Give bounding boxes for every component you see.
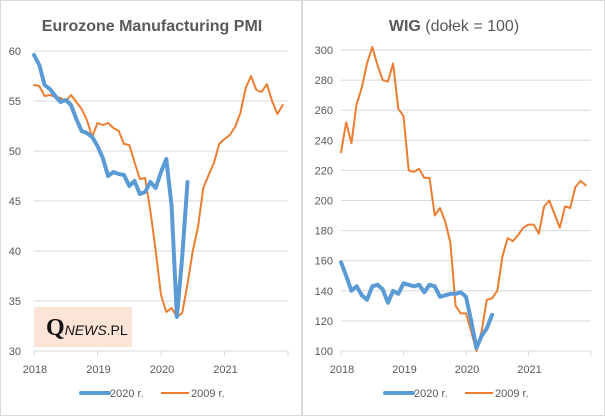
y-tick-label: 50 [9,146,21,158]
y-tick-label: 60 [9,46,21,58]
y-tick-label: 200 [315,196,333,208]
series-line-2009 [33,75,284,318]
y-tick-label: 260 [315,105,333,117]
qnews-logo: QNEWS.PL [34,307,132,347]
y-tick-label: 280 [315,75,333,87]
x-tick-label: 2021 [517,364,541,376]
y-tick-label: 35 [9,296,21,308]
x-tick-label: 2019 [86,364,110,376]
x-tick-label: 2021 [213,364,237,376]
chart-title: WIG (dołek = 100) [389,18,519,35]
logo-q: Q [46,315,65,341]
x-tick-label: 2019 [392,364,416,376]
y-tick-label: 100 [315,346,333,358]
series-line-2020 [32,53,190,319]
y-tick-label: 120 [315,316,333,328]
chart-eurozone-pmi: Eurozone Manufacturing PMI 60 55 50 45 40 35 30… [9,18,289,400]
y-tick-label: 220 [315,165,333,177]
y-tick-label: 140 [315,286,333,298]
y-tick-label: 160 [315,256,333,268]
y-tick-label: 30 [9,346,21,358]
logo-pl: .PL [106,322,128,338]
y-tick-label: 55 [9,96,21,108]
y-tick-label: 300 [315,45,333,57]
legend-label-2020: 2020 r. [414,388,448,400]
chart-panel-eurozone-pmi: Eurozone Manufacturing PMI 60 55 50 45 40 35 30… [0,0,302,416]
chart-title-bold: Eurozone Manufacturing PMI [42,18,262,35]
legend-label-2009: 2009 r. [191,388,225,400]
logo-news: NEWS [64,322,107,338]
x-tick-label: 2018 [23,364,47,376]
series-line-2009 [340,46,587,352]
x-tick-label: 2020 [150,364,174,376]
chart-title-subtitle: (dołek = 100) [421,18,519,35]
x-tick-label: 2020 [455,364,479,376]
legend-label-2020: 2020 r. [110,388,144,400]
legend-label-2009: 2009 r. [495,388,529,400]
chart-panel-wig: WIG (dołek = 100) 300 280 260 240 220 200 180 16… [302,0,605,416]
chart-title: Eurozone Manufacturing PMI [42,18,262,35]
x-tick-label: 2018 [330,364,354,376]
series-line-2020 [339,260,494,350]
chart-title-bold: WIG [389,18,421,35]
y-tick-label: 180 [315,226,333,238]
y-tick-label: 45 [9,196,21,208]
y-tick-label: 40 [9,246,21,258]
chart-wig: WIG (dołek = 100) 300 280 260 240 220 200 180 16… [315,18,592,400]
y-tick-label: 240 [315,135,333,147]
